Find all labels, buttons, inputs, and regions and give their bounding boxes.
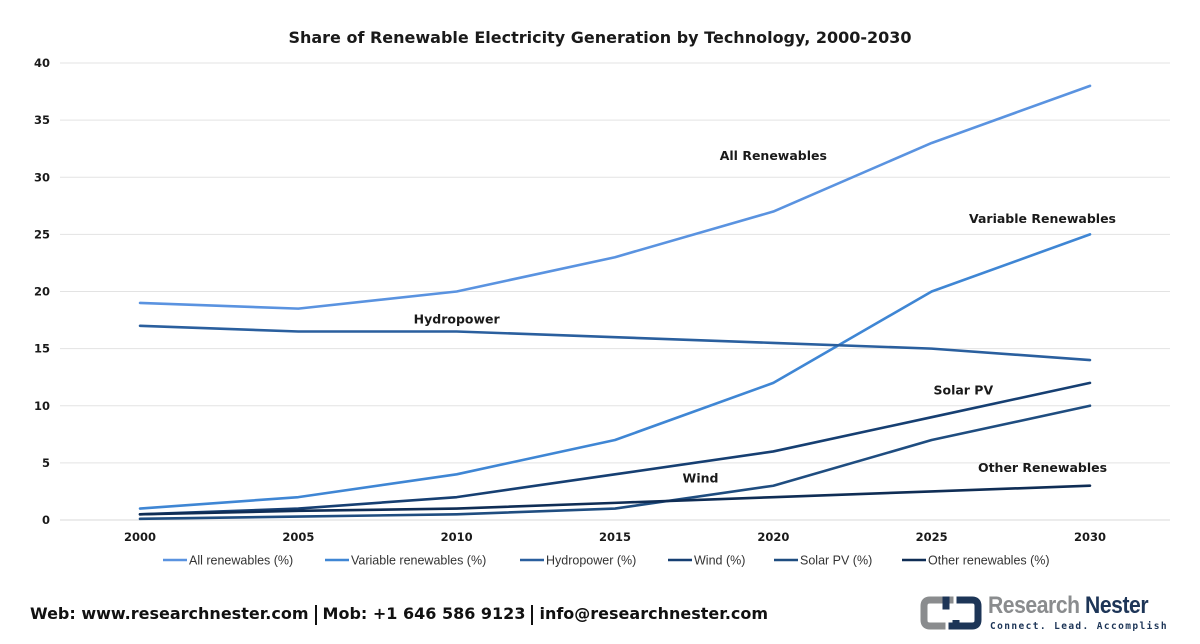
logo-tagline: Connect. Lead. Accomplish [990, 621, 1168, 632]
annotation-label: Wind [683, 470, 719, 485]
series-lines [138, 84, 1092, 521]
x-axis-ticks: 2000 2005 2010 2015 2020 2025 2030 [124, 530, 1106, 544]
legend-label: Hydropower (%) [546, 554, 636, 568]
legend-item: Solar PV (%) [774, 554, 872, 568]
series-line-other-renewables [138, 484, 1092, 516]
series-line-hydropower [138, 324, 1092, 362]
legend-label: Variable renewables (%) [351, 554, 486, 568]
footer-separator [314, 604, 317, 625]
legend-item: Wind (%) [668, 554, 745, 568]
logo-mark-icon [920, 596, 982, 630]
y-tick-label: 25 [34, 227, 50, 241]
y-tick-label: 40 [34, 56, 50, 70]
x-tick-label: 2010 [441, 530, 473, 544]
y-tick-label: 20 [34, 285, 50, 299]
x-tick-label: 2015 [599, 530, 631, 544]
research-nester-logo: Research Nester Connect. Lead. Accomplis… [918, 590, 1178, 638]
footer-separator [531, 604, 534, 625]
annotation-label: Variable Renewables [969, 211, 1116, 226]
y-tick-label: 30 [34, 170, 50, 184]
y-axis-ticks: 0 5 10 15 20 25 30 35 40 [34, 56, 50, 527]
y-tick-label: 15 [34, 342, 50, 356]
contact-footer: Web: www.researchnester.com Mob: +1 646 5… [30, 604, 768, 625]
annotation-label: Hydropower [414, 311, 501, 326]
x-tick-label: 2000 [124, 530, 156, 544]
legend-label: Wind (%) [694, 554, 745, 568]
series-line-wind [138, 381, 1092, 516]
logo-wordmark: Research Nester [988, 592, 1149, 619]
gridlines [60, 62, 1170, 521]
legend-item: Variable renewables (%) [325, 554, 486, 568]
y-tick-label: 10 [34, 399, 50, 413]
annotation-label: All Renewables [720, 148, 827, 163]
series-line-variable-renewables [138, 233, 1092, 510]
x-tick-label: 2025 [916, 530, 948, 544]
x-tick-label: 2005 [282, 530, 314, 544]
annotations: All Renewables Variable Renewables Hydropo… [414, 148, 1116, 485]
chart-title: Share of Renewable Electricity Generatio… [288, 28, 911, 47]
legend-label: All renewables (%) [189, 554, 293, 568]
annotation-label: Other Renewables [978, 460, 1107, 475]
y-tick-label: 35 [34, 113, 50, 127]
legend-item: Hydropower (%) [520, 554, 636, 568]
series-line-all-renewables [138, 84, 1092, 310]
legend: All renewables (%) Variable renewables (%… [163, 554, 1050, 568]
legend-label: Other renewables (%) [928, 554, 1050, 568]
y-tick-label: 0 [42, 513, 50, 527]
footer-email: info@researchnester.com [539, 604, 769, 623]
line-chart: Share of Renewable Electricity Generatio… [34, 28, 1170, 568]
series-line-solar-pv [138, 404, 1092, 521]
footer-web: Web: www.researchnester.com [30, 604, 309, 623]
legend-label: Solar PV (%) [800, 554, 872, 568]
legend-item: All renewables (%) [163, 554, 293, 568]
annotation-label: Solar PV [933, 382, 993, 397]
x-tick-label: 2030 [1074, 530, 1106, 544]
x-tick-label: 2020 [757, 530, 789, 544]
footer-mobile: Mob: +1 646 586 9123 [322, 604, 526, 623]
y-tick-label: 5 [42, 456, 50, 470]
legend-item: Other renewables (%) [902, 554, 1050, 568]
